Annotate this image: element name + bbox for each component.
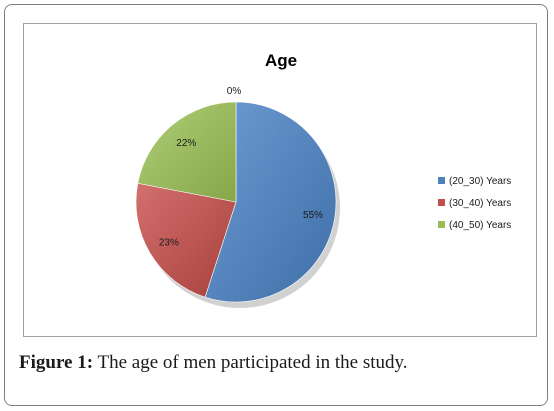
legend-label-2: (30_40) Years: [449, 198, 511, 209]
caption-text: The age of men participated in the study…: [93, 352, 408, 373]
slice-label-3: 22%: [176, 138, 196, 149]
chart-area: Age 55% 23% 22% 0% (20_30) Years (30_40) Yea…: [23, 23, 537, 337]
legend-swatch-1: [438, 177, 445, 184]
pie-chart: Age 55% 23% 22% 0% (20_30) Years (30_40) Yea…: [135, 51, 511, 308]
slice-label-2: 23%: [159, 238, 179, 249]
caption-label: Figure 1:: [19, 352, 94, 373]
pie-slice-3: [137, 101, 237, 203]
zero-slice-label: 0%: [227, 86, 242, 97]
pie-slice-2: [135, 182, 237, 298]
legend-label-1: (20_30) Years: [449, 176, 511, 187]
chart-title: Age: [265, 51, 297, 70]
legend-label-3: (40_50) Years: [449, 220, 511, 231]
figure-container: Age 55% 23% 22% 0% (20_30) Years (30_40) Yea…: [4, 4, 548, 406]
figure-caption: Figure 1: The age of men participated in…: [19, 352, 539, 374]
slice-label-1: 55%: [303, 210, 323, 221]
legend-swatch-3: [438, 221, 445, 228]
pie-slice-1: [204, 101, 337, 303]
legend-swatch-2: [438, 199, 445, 206]
